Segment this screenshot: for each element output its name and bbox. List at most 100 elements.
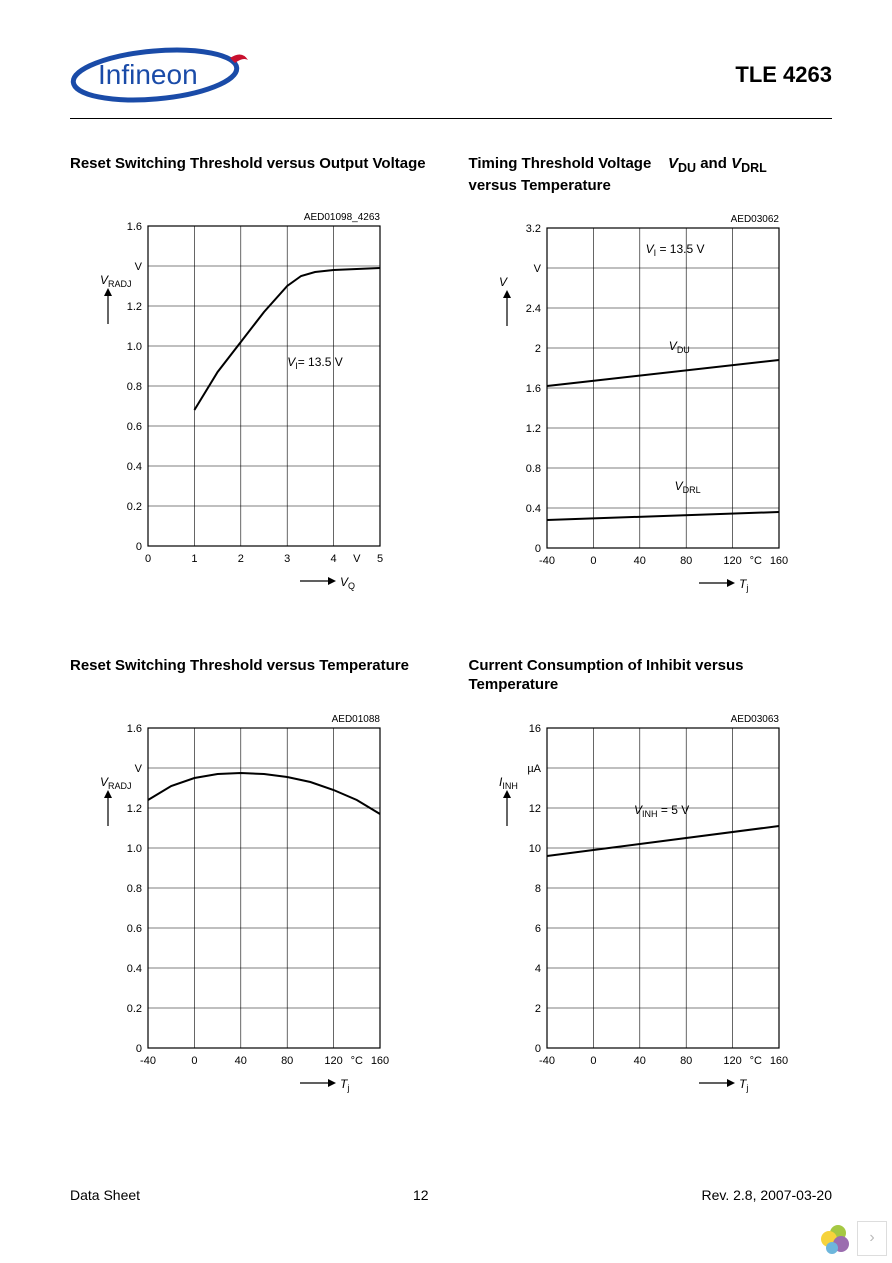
xtick-label: 120 [324,1055,342,1067]
ytick-label: 0.4 [127,461,142,473]
ytick-label: 0 [534,1043,540,1055]
ytick-label: 0 [136,541,142,553]
xtick-label: 120 [723,1055,741,1067]
xtick-label: 160 [769,555,787,567]
chart-title: Reset Switching Threshold versus Output … [70,154,434,194]
y-axis-label: VRADJ [100,273,132,289]
ytick-label: 2.4 [525,303,540,315]
footer-right: Rev. 2.8, 2007-03-20 [701,1187,832,1203]
x-axis-label: Tj [739,577,748,593]
ytick-label: 1.6 [127,221,142,233]
chart-code: AED01098_4263 [304,212,381,223]
y-axis-label: IINH [499,775,518,791]
ytick-label: 1.2 [127,803,142,815]
ytick-label: 1.6 [525,383,540,395]
x-arrowhead [727,1079,735,1087]
chart-code: AED03063 [730,714,779,725]
y-axis-label: V [499,275,508,289]
chart-code: AED01088 [332,714,381,725]
svg-text:Infineon: Infineon [98,59,198,90]
series-line [547,512,779,520]
infineon-logo: Infineon [70,40,260,110]
y-axis-label: VRADJ [100,775,132,791]
xtick-label: 1 [191,553,197,565]
xtick-label: 0 [145,553,151,565]
corner-widget: › [817,1218,887,1258]
chart-svg: AED01098_426300.20.40.60.81.01.2V1.60123… [70,204,410,634]
flower-icon [817,1221,851,1255]
y-arrowhead [503,290,511,298]
chart-annotation: VINH = 5 V [634,803,689,819]
chart-block-2: Reset Switching Threshold versus Tempera… [70,656,434,1136]
ytick-label: 16 [528,723,540,735]
ytick-label: 1.6 [127,723,142,735]
xtick-label: 0 [590,555,596,567]
ytick-label: 0.8 [127,381,142,393]
ytick-label: 1.2 [525,423,540,435]
y-arrowhead [104,790,112,798]
xunit-label: V [353,553,361,565]
ytick-label: 4 [534,963,540,975]
chart-block-3: Current Consumption of Inhibit versus Te… [469,656,833,1136]
ytick-label: 3.2 [525,223,540,235]
xtick-label: 160 [371,1055,389,1067]
page-header: Infineon TLE 4263 [70,40,832,119]
xtick-label: 40 [235,1055,247,1067]
chart-block-0: Reset Switching Threshold versus Output … [70,154,434,636]
ytick-label: 0.2 [127,501,142,513]
ytick-label: V [533,263,541,275]
footer-left: Data Sheet [70,1187,140,1203]
chart-annotation: VI= 13.5 V [287,355,343,371]
x-arrowhead [328,577,336,585]
chart-title: Current Consumption of Inhibit versus Te… [469,656,833,696]
y-arrowhead [104,288,112,296]
ytick-label: 0.8 [127,883,142,895]
xtick-label: -40 [539,555,555,567]
xtick-label: 80 [680,1055,692,1067]
ytick-label: 0 [136,1043,142,1055]
series-label: VDU [668,339,689,355]
chart-title: Reset Switching Threshold versus Tempera… [70,656,434,696]
chart-svg: AED0108800.20.40.60.81.01.2V1.6-40040801… [70,706,410,1136]
series-line [547,360,779,386]
ytick-label: 1.0 [127,341,142,353]
ytick-label: 0.6 [127,421,142,433]
xtick-label: 0 [191,1055,197,1067]
xunit-label: °C [351,1055,363,1067]
x-axis-label: Tj [340,1077,349,1093]
xtick-label: -40 [140,1055,156,1067]
y-arrowhead [503,790,511,798]
xtick-label: 5 [377,553,383,565]
ytick-label: 0.8 [525,463,540,475]
chart-title: Timing Threshold Voltage VDU and VDRLver… [469,154,833,196]
ytick-label: 1.0 [127,843,142,855]
ytick-label: 0.2 [127,1003,142,1015]
x-axis-label: Tj [739,1077,748,1093]
ytick-label: 0.4 [525,503,540,515]
xtick-label: 40 [633,555,645,567]
xtick-label: 3 [284,553,290,565]
xtick-label: 80 [281,1055,293,1067]
series-line [547,826,779,856]
part-number: TLE 4263 [735,62,832,88]
x-arrowhead [727,579,735,587]
xunit-label: °C [749,555,761,567]
xtick-label: -40 [539,1055,555,1067]
x-axis-label: VQ [340,575,355,591]
ytick-label: 0 [534,543,540,555]
next-page-button[interactable]: › [857,1221,887,1256]
xtick-label: 120 [723,555,741,567]
ytick-label: 0.6 [127,923,142,935]
x-arrowhead [328,1079,336,1087]
ytick-label: 0.4 [127,963,142,975]
footer-center: 12 [413,1187,429,1203]
ytick-label: V [135,261,143,273]
xtick-label: 160 [769,1055,787,1067]
xtick-label: 80 [680,555,692,567]
ytick-label: 1.2 [127,301,142,313]
charts-grid: Reset Switching Threshold versus Output … [70,154,832,1136]
ytick-label: 2 [534,343,540,355]
ytick-label: 8 [534,883,540,895]
chart-svg: AED0306200.40.81.21.622.4V3.2-4004080120… [469,206,809,636]
xtick-label: 0 [590,1055,596,1067]
